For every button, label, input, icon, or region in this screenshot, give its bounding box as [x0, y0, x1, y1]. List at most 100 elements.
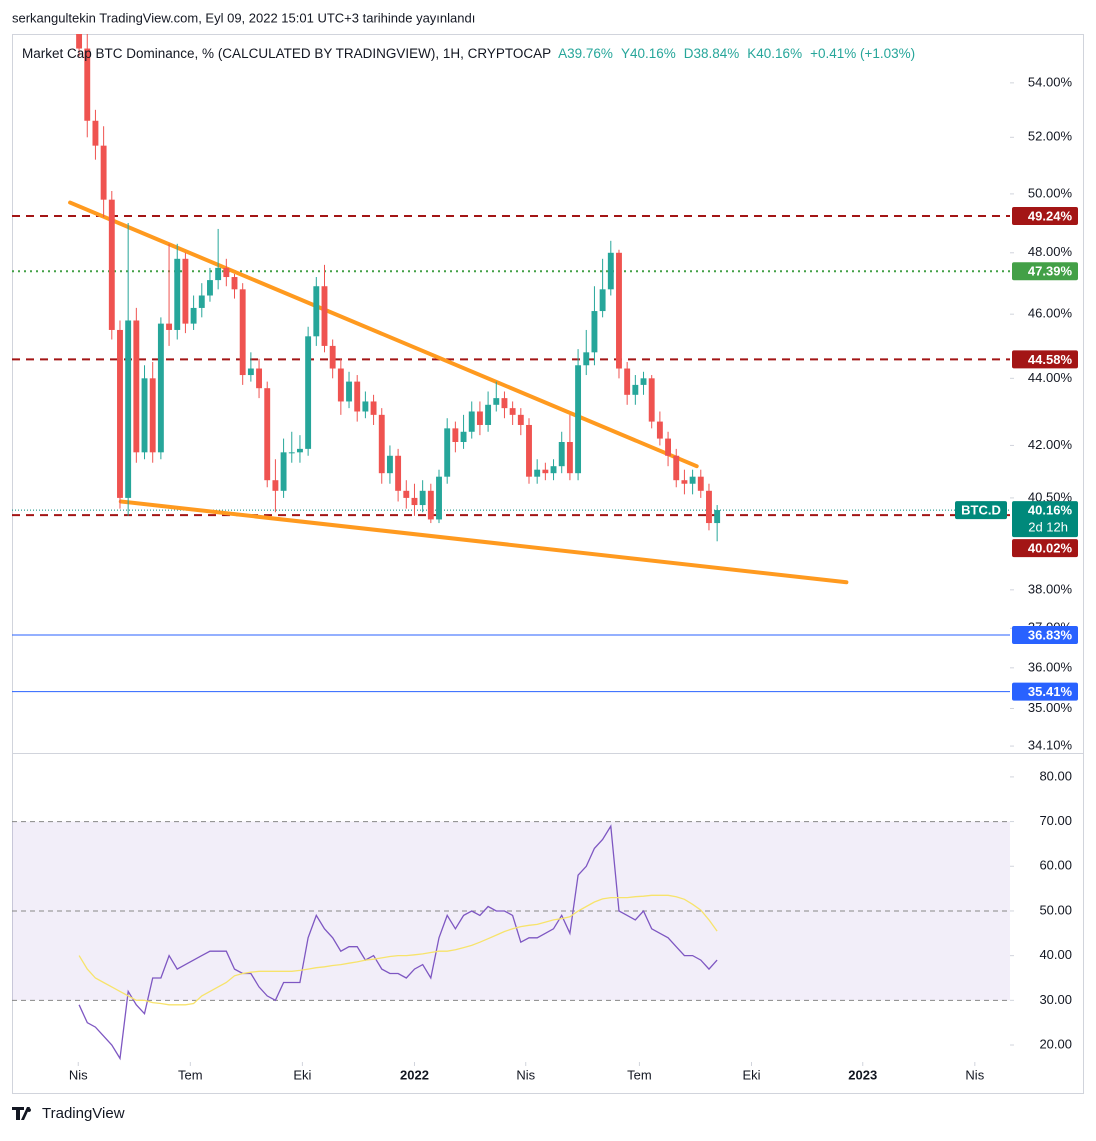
candle-body: [501, 398, 508, 409]
candle-body: [648, 378, 655, 422]
candle-body: [100, 145, 107, 200]
candle-body: [575, 365, 582, 474]
candle-body: [558, 442, 565, 467]
x-tick-label: Nis: [516, 1067, 535, 1082]
y-tick-label: 52.00%: [1028, 129, 1073, 144]
candle-body: [215, 267, 222, 281]
candle-body: [108, 199, 115, 330]
x-tick-label: Eki: [293, 1067, 311, 1082]
level-badge: 36.83%: [1028, 627, 1073, 642]
trendline: [68, 200, 699, 469]
x-tick-label: Tem: [178, 1067, 203, 1082]
candle-body: [640, 378, 647, 385]
level-badge: 40.02%: [1028, 541, 1073, 556]
level-badge-bg: [1012, 350, 1078, 369]
candle-body: [141, 378, 148, 453]
candle-body: [386, 455, 393, 474]
footer-logo: TradingView: [12, 1105, 125, 1122]
candle-body: [346, 381, 352, 402]
candle-body: [321, 286, 328, 346]
rsi-line: [78, 894, 718, 1006]
y-tick-label: 42.00%: [1028, 437, 1073, 452]
candle-body: [476, 411, 483, 425]
candle-body: [485, 404, 492, 425]
symbol-badge: BTC.D: [961, 503, 1001, 518]
candle-body: [378, 414, 385, 474]
candle-body: [411, 497, 418, 506]
candle-body: [247, 368, 254, 376]
level-badge-bg: [1012, 625, 1078, 644]
candle-body: [182, 258, 189, 324]
candle-body: [133, 320, 140, 453]
candle-body: [125, 320, 132, 498]
x-tick-label: Nis: [965, 1067, 984, 1082]
candle-body: [468, 411, 475, 432]
candle-body: [566, 442, 573, 474]
candle-body: [509, 408, 516, 415]
x-tick-label: 2023: [848, 1067, 877, 1082]
candle-body: [526, 424, 532, 477]
y-tick-label: 20.00: [1039, 1036, 1072, 1051]
y-tick-label: 80.00: [1039, 768, 1072, 783]
candle-body: [223, 267, 230, 278]
candle-body: [395, 455, 402, 491]
candle-body: [436, 476, 442, 520]
candle-body: [493, 398, 500, 405]
candle-body: [517, 414, 524, 425]
ohlc-value: D38.84%: [684, 46, 740, 61]
candle-body: [583, 352, 590, 366]
y-tick-label: 35.00%: [1028, 700, 1073, 715]
y-tick-label: 60.00: [1039, 858, 1072, 873]
candle-body: [681, 480, 688, 484]
candle-body: [297, 448, 303, 453]
candle-body: [444, 428, 451, 477]
rsi-line: [78, 824, 718, 1061]
footer-brand: TradingView: [42, 1105, 125, 1122]
candle-body: [166, 323, 173, 330]
candle-body: [403, 490, 410, 498]
level-badge-bg: [1012, 682, 1078, 701]
last-price-badge: 40.16%: [1028, 503, 1073, 518]
chart-legend: Market Cap BTC Dominance, % (CALCULATED …: [22, 46, 915, 61]
trendline: [118, 499, 849, 585]
candle-body: [239, 289, 246, 376]
candle-body: [157, 323, 164, 453]
y-tick-label: 38.00%: [1028, 581, 1073, 596]
x-tick-label: Tem: [627, 1067, 652, 1082]
y-tick-label: 48.00%: [1028, 244, 1073, 259]
candle-body: [689, 476, 696, 484]
candle-body: [542, 469, 549, 474]
header-text: serkangultekin TradingView.com, Eyl 09, …: [12, 10, 475, 25]
candle-body: [591, 311, 598, 353]
y-tick-label: 36.00%: [1028, 659, 1073, 674]
y-tick-label: 46.00%: [1028, 306, 1073, 321]
candle-body: [207, 280, 213, 296]
candle-body: [313, 286, 320, 337]
y-tick-label: 44.00%: [1028, 370, 1073, 385]
candle-body: [599, 289, 606, 312]
candle-body: [117, 329, 123, 498]
y-tick-label: 54.00%: [1028, 74, 1073, 89]
x-tick-label: Nis: [69, 1067, 88, 1082]
candle-body: [231, 277, 238, 290]
candle-body: [427, 490, 434, 520]
candle-body: [362, 401, 369, 412]
candle-body: [616, 252, 622, 369]
countdown: 2d 12h: [1028, 520, 1068, 535]
candle-body: [632, 384, 639, 395]
candle-body: [337, 368, 344, 402]
candle-body: [656, 421, 663, 439]
candle-body: [329, 345, 336, 369]
candle-body: [288, 452, 295, 454]
candle-body: [198, 295, 205, 308]
y-tick-label: 50.00: [1039, 902, 1072, 917]
x-tick-label: Eki: [742, 1067, 760, 1082]
candle-body: [714, 510, 721, 524]
y-tick-label: 70.00: [1039, 813, 1072, 828]
candle-body: [607, 252, 614, 290]
axes: 54.00% 52.00% 50.00% 48.00% 46.00% 44.00% 42.0…: [69, 74, 1078, 1082]
logo-icon: [12, 1107, 32, 1120]
candle-body: [76, 34, 83, 49]
